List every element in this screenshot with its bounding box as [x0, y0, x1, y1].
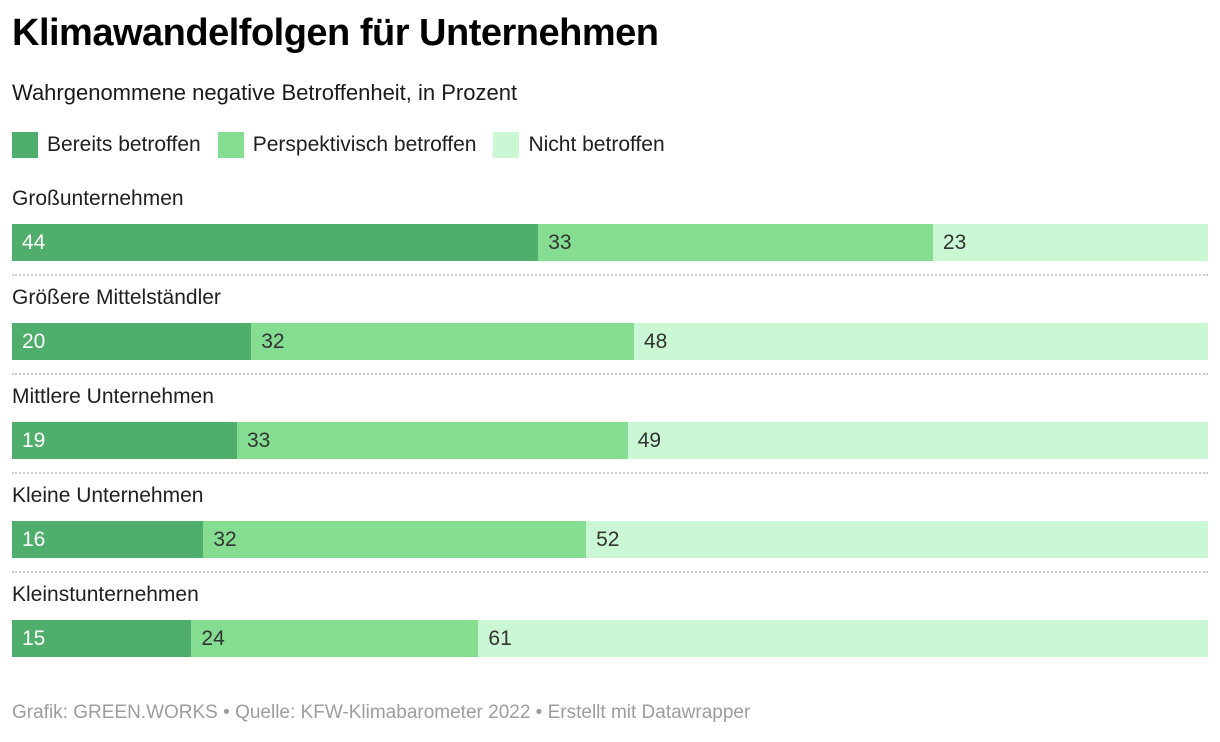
category-label: Kleine Unternehmen	[12, 484, 204, 507]
bar-segment: 49	[627, 422, 1208, 459]
chart-row: Mittlere Unternehmen 19 33 49	[12, 384, 1208, 474]
bar-segment: 33	[538, 224, 933, 261]
chart-row: Kleinstunternehmen 15 24 61	[12, 582, 1208, 657]
value-label: 24	[201, 626, 225, 650]
value-label: 44	[22, 230, 46, 254]
legend-item: Perspektivisch betroffen	[217, 132, 477, 158]
legend-label: Bereits betroffen	[47, 133, 201, 156]
bar-segment: 15	[12, 620, 192, 657]
stacked-bar: 20 32 48	[12, 323, 1208, 360]
value-label: 20	[22, 329, 46, 353]
value-label: 48	[643, 329, 668, 353]
bar-segment: 16	[12, 521, 204, 558]
chart-row: Größere Mittelständler 20 32 48	[12, 285, 1208, 375]
legend-swatch-icon	[12, 132, 38, 158]
value-label: 61	[488, 626, 512, 650]
value-label: 23	[942, 230, 967, 254]
value-label: 32	[213, 527, 237, 551]
stacked-bar: 15 24 61	[12, 620, 1208, 657]
bar-segment: 20	[12, 323, 252, 360]
footer-credits: Grafik: GREEN.WORKS • Quelle: KFW-Klimab…	[12, 702, 751, 723]
stacked-bar: 16 32 52	[12, 521, 1208, 558]
value-label: 49	[637, 428, 662, 452]
bar-segment: 52	[586, 521, 1208, 558]
value-label: 16	[22, 527, 46, 551]
bar-segment: 24	[191, 620, 479, 657]
bar-segment: 33	[236, 422, 628, 459]
chart-subtitle: Wahrgenommene negative Betroffenheit, in…	[12, 80, 518, 105]
category-label: Großunternehmen	[12, 187, 184, 210]
value-label: 33	[246, 428, 271, 452]
stacked-bar: 19 33 49	[12, 422, 1208, 459]
bar-segment: 61	[478, 620, 1208, 657]
legend-swatch-icon	[217, 132, 244, 158]
value-label: 33	[548, 230, 572, 254]
legend-item: Nicht betroffen	[493, 132, 665, 158]
stacked-bar: 44 33 23	[12, 224, 1208, 261]
value-label: 32	[261, 329, 285, 353]
bar-segment: 19	[12, 422, 237, 459]
category-label: Kleinstunternehmen	[12, 583, 199, 606]
legend-swatch-icon	[493, 132, 520, 158]
legend-label: Perspektivisch betroffen	[252, 133, 477, 156]
value-label: 19	[22, 428, 46, 452]
bar-segment: 32	[251, 323, 634, 360]
category-label: Mittlere Unternehmen	[12, 385, 214, 408]
bar-segment: 32	[203, 521, 587, 558]
bar-segment: 48	[633, 323, 1208, 360]
chart-row: Großunternehmen 44 33 23	[12, 186, 1208, 276]
value-label: 52	[596, 527, 620, 551]
chart-title: Klimawandelfolgen für Unternehmen	[12, 12, 659, 54]
bar-segment: 44	[12, 224, 539, 261]
chart-body: Großunternehmen 44 33 23 Größere Mittelständ…	[12, 186, 1208, 657]
legend-item: Bereits betroffen	[12, 132, 201, 158]
legend-label: Nicht betroffen	[528, 133, 665, 156]
bar-segment: 23	[932, 224, 1208, 261]
legend: Bereits betroffen Perspektivisch betroffe…	[12, 132, 1208, 158]
chart-row: Kleine Unternehmen 16 32 52	[12, 483, 1208, 573]
value-label: 15	[22, 626, 46, 650]
category-label: Größere Mittelständler	[12, 286, 221, 309]
